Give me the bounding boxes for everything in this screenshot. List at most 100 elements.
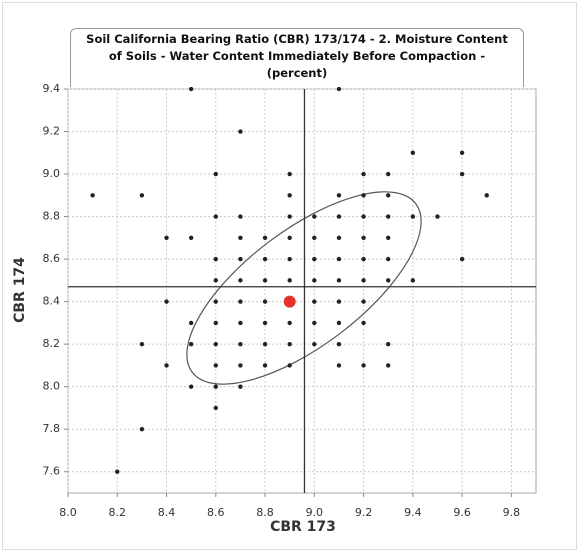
point [262,256,268,262]
point [213,278,218,283]
point [238,384,243,389]
point [139,427,145,432]
point [287,171,292,177]
x-tick-label: 8.0 [59,506,77,519]
point [312,235,317,241]
point [262,235,268,241]
point [336,193,342,198]
point [238,278,243,283]
point [262,363,268,368]
point [262,278,268,283]
point [287,320,292,326]
point [164,235,169,241]
y-tick-label: 7.6 [43,465,61,478]
point [139,193,145,198]
point [312,341,317,347]
y-tick-label: 9.0 [43,167,61,180]
point [386,235,391,241]
point [484,193,489,198]
point [361,193,366,198]
plot-area [67,88,537,494]
point [386,341,391,347]
point [386,278,391,283]
point [386,363,391,368]
point [361,171,366,177]
point [287,256,292,262]
point [312,320,317,326]
y-tick-label: 8.6 [43,252,61,265]
point [361,235,366,241]
point [213,363,218,368]
x-axis-label: CBR 173 [270,519,336,535]
point [336,86,342,92]
point [361,278,366,283]
point [213,171,218,177]
point [188,86,194,92]
point [238,214,243,219]
y-tick-label: 9.2 [43,125,61,138]
point [262,341,268,347]
point [435,214,440,219]
x-tick-label: 9.0 [306,506,324,519]
y-tick-label: 8.8 [43,210,61,223]
point [459,256,465,262]
x-tick-label: 8.8 [256,506,274,519]
point [188,320,194,326]
point [386,193,391,198]
y-tick-label: 8.4 [43,295,61,308]
y-tick-label: 9.4 [43,82,61,95]
y-tick-label: 8.0 [43,380,61,393]
point [312,256,317,262]
point [287,235,292,241]
point [213,299,218,304]
point [287,341,292,347]
point [213,320,218,326]
x-tick-label: 9.6 [453,506,471,519]
point [238,256,243,262]
point [238,299,243,304]
point [336,320,342,326]
point [213,214,218,219]
point [213,384,218,389]
point [459,171,465,177]
point [164,299,169,304]
point [188,341,194,347]
point [386,256,391,262]
point [188,384,194,389]
frame [2,2,577,550]
point [283,295,296,308]
y-tick-label: 7.8 [43,422,61,435]
y-tick-label: 8.2 [43,337,61,350]
point [336,278,342,283]
point [336,363,342,368]
point [361,256,366,262]
point [336,235,342,241]
x-tick-label: 9.4 [404,506,422,519]
point [361,363,366,368]
point [287,214,292,219]
point [262,299,268,304]
point [238,320,243,326]
x-tick-label: 8.4 [158,506,176,519]
x-tick-label: 9.2 [355,506,373,519]
point [336,341,342,347]
point [213,256,218,262]
point [386,214,391,219]
x-tick-label: 9.8 [503,506,521,519]
point [139,341,145,347]
point [312,299,317,304]
point [262,320,268,326]
point [238,363,243,368]
confidence-ellipse [186,191,422,385]
y-axis-label: CBR 174 [12,257,28,323]
point [410,278,416,283]
point [213,405,218,411]
point [287,278,292,283]
point [238,235,243,241]
point [336,256,342,262]
point [361,320,366,326]
point [459,150,465,155]
point [287,193,292,198]
point [312,214,317,219]
